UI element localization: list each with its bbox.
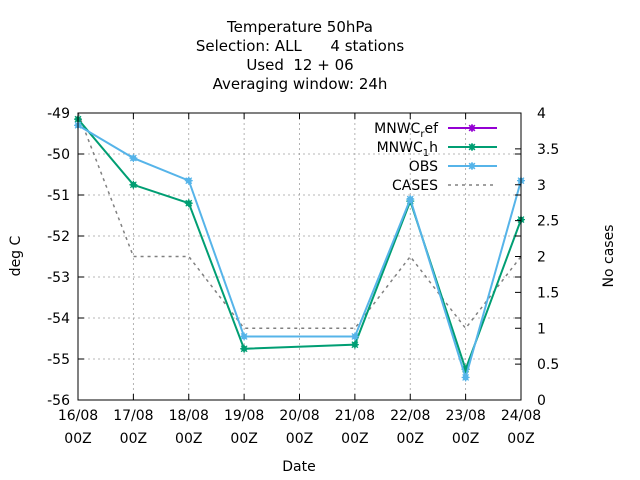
series-mnwc-1h-point (240, 344, 249, 353)
x-tick-label-date: 23/08 (445, 408, 485, 424)
series-mnwc-1h-point (129, 180, 138, 189)
x-axis-ticks: 16/08 00Z 17/08 00Z 18/08 00Z 19/08 00Z 20/08 00Z… (58, 113, 541, 447)
y2-tick-label: 4 (537, 106, 546, 122)
series-obs-point (240, 332, 249, 341)
x-tick-label-time: 00Z (397, 431, 424, 447)
x-tick-label-date: 21/08 (335, 408, 375, 424)
series-obs-point (461, 373, 470, 382)
legend-label: OBS (409, 159, 438, 175)
series-obs-point (129, 154, 138, 163)
series-mnwc-1h-line (77, 118, 522, 373)
x-tick-label-time: 00Z (175, 431, 202, 447)
plot-series (74, 112, 525, 382)
series-cases-line (77, 112, 522, 330)
y-tick-label: -54 (47, 311, 70, 327)
y-tick-label: -50 (47, 147, 70, 163)
y2-tick-label: 3.5 (537, 142, 559, 158)
x-axis-label: Date (282, 459, 315, 475)
x-tick-label-date: 20/08 (279, 408, 319, 424)
legend-marker (468, 143, 476, 151)
series-obs-point (406, 195, 415, 204)
x-tick-label-date: 18/08 (169, 408, 209, 424)
y2-axis-ticks: 0 0.5 1 1.5 2 2.5 3 3.5 4 (515, 106, 559, 409)
series-obs-line (77, 124, 522, 382)
legend-label: MNWCref (374, 121, 439, 140)
y2-tick-label: 2.5 (537, 214, 559, 230)
x-tick-label-time: 00Z (507, 431, 534, 447)
series-obs-point (184, 176, 193, 185)
x-tick-label-time: 00Z (452, 431, 479, 447)
x-tick-label-time: 00Z (230, 431, 257, 447)
y2-tick-label: 0.5 (537, 357, 559, 373)
x-tick-label-date: 22/08 (390, 408, 430, 424)
y2-tick-label: 2 (537, 250, 546, 266)
y2-axis-label: No cases (601, 225, 617, 288)
y2-tick-label: 1.5 (537, 285, 559, 301)
x-tick-label-date: 17/08 (113, 408, 153, 424)
legend-item: OBS (409, 159, 497, 175)
y2-tick-label: 0 (537, 393, 546, 409)
series-mnwc-1h-point (184, 199, 193, 208)
legend-label: MNWC1h (377, 140, 438, 159)
plot-frame (77, 112, 522, 401)
legend-marker (468, 124, 476, 132)
y2-tick-label: 3 (537, 178, 546, 194)
y-tick-label: -53 (47, 270, 70, 286)
y-axis-label: deg C (8, 235, 24, 276)
x-tick-label-date: 19/08 (224, 408, 264, 424)
title-line: Used 12 + 06 (246, 56, 353, 74)
x-tick-label-time: 00Z (120, 431, 147, 447)
legend-marker (468, 162, 476, 170)
series-mnwc-1h-point (350, 340, 359, 349)
legend-item: MNWC1h (377, 140, 497, 159)
y-axis-ticks: -56 -55 -54 -53 -52 -51 -50 -49 (47, 106, 521, 409)
y-tick-label: -52 (47, 229, 70, 245)
x-tick-label-date: 24/08 (501, 408, 541, 424)
y-tick-label: -51 (47, 188, 70, 204)
x-tick-label-time: 00Z (64, 431, 91, 447)
series-obs (74, 121, 525, 382)
title-line: Selection: ALL 4 stations (196, 37, 404, 55)
y-tick-label: -55 (47, 352, 70, 368)
x-tick-label-time: 00Z (341, 431, 368, 447)
legend-label: CASES (392, 178, 438, 194)
x-tick-label-date: 16/08 (58, 408, 98, 424)
series-cases (77, 112, 522, 330)
y-tick-label: -56 (47, 393, 70, 409)
title-line: Temperature 50hPa (226, 18, 373, 36)
legend-item: MNWCref (374, 121, 497, 140)
y2-tick-label: 1 (537, 321, 546, 337)
grid (78, 113, 521, 400)
x-tick-label-time: 00Z (286, 431, 313, 447)
title-line: Averaging window: 24h (213, 75, 388, 93)
legend-item: CASES (392, 178, 497, 194)
y-tick-label: -49 (47, 106, 70, 122)
series-obs-point (350, 332, 359, 341)
